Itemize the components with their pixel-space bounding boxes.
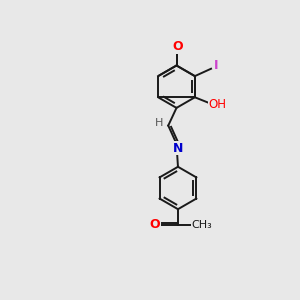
Text: CH₃: CH₃ <box>191 220 212 230</box>
Text: O: O <box>150 218 160 231</box>
Text: H: H <box>155 118 164 128</box>
Text: I: I <box>214 59 219 72</box>
Text: O: O <box>173 40 183 53</box>
Text: N: N <box>173 142 184 155</box>
Text: OH: OH <box>209 98 227 111</box>
